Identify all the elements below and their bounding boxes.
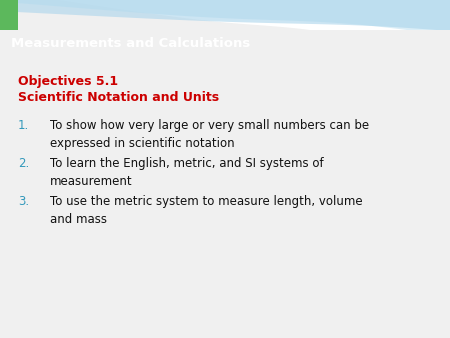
Text: Scientific Notation and Units: Scientific Notation and Units [18, 92, 219, 104]
Text: To show how very large or very small numbers can be
expressed in scientific nota: To show how very large or very small num… [50, 119, 369, 150]
Text: To learn the English, metric, and SI systems of
measurement: To learn the English, metric, and SI sys… [50, 158, 324, 188]
Text: 2.: 2. [18, 158, 29, 170]
Text: 3.: 3. [18, 195, 29, 209]
Text: Objectives 5.1: Objectives 5.1 [18, 75, 118, 89]
Text: 1.: 1. [18, 119, 29, 132]
Text: To use the metric system to measure length, volume
and mass: To use the metric system to measure leng… [50, 195, 363, 226]
Bar [0, 0, 18, 30]
Text: Measurements and Calculations: Measurements and Calculations [11, 38, 251, 50]
